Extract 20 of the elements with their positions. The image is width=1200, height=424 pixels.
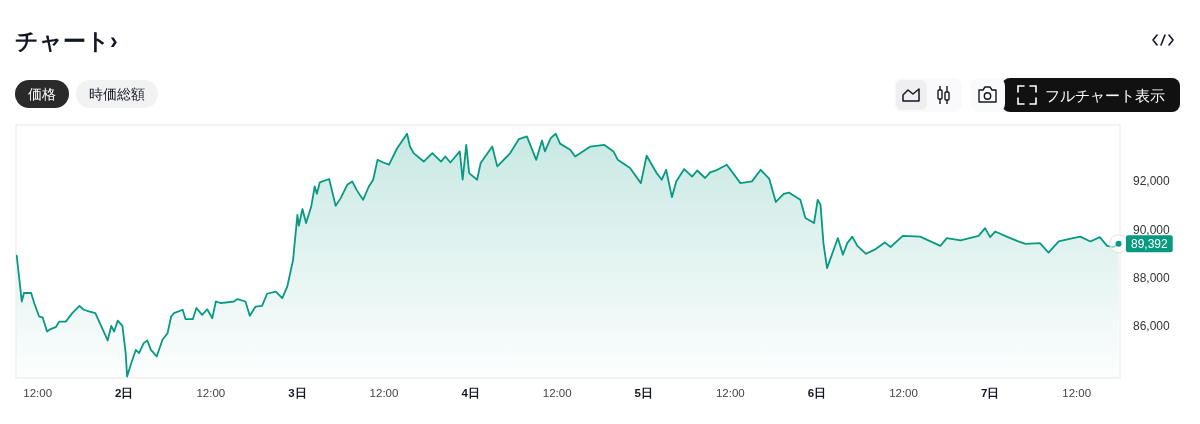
annotation: 89,392: [1131, 237, 1169, 252]
x-tick-label: 7日: [980, 387, 1000, 399]
y-tick-label: 92,000: [1133, 174, 1171, 189]
y-tick-label: 86,000: [1133, 319, 1171, 334]
x-tick-label: 12:00: [542, 387, 572, 399]
title: チャート›: [15, 28, 118, 54]
x-tick-label: 6日: [807, 387, 827, 399]
y-tick-label: 88,000: [1133, 271, 1171, 286]
x-tick-label: 12:00: [715, 387, 745, 399]
x-tick-label: 5日: [634, 387, 653, 399]
y-tick-label: 90,000: [1133, 222, 1171, 237]
x-tick-label: 12:00: [23, 387, 53, 399]
x-tick-label: 12:00: [196, 387, 226, 399]
button-full-chart: フルチャート表示: [1002, 78, 1180, 112]
x-tick-label: 3日: [288, 387, 307, 399]
x-tick-label: 12:00: [1062, 387, 1092, 399]
x-tick-label: 2日: [115, 387, 134, 399]
x-tick-label: 12:00: [889, 387, 918, 399]
x-tick-label: 4日: [461, 387, 480, 399]
x-tick-label: 12:00: [369, 387, 399, 399]
